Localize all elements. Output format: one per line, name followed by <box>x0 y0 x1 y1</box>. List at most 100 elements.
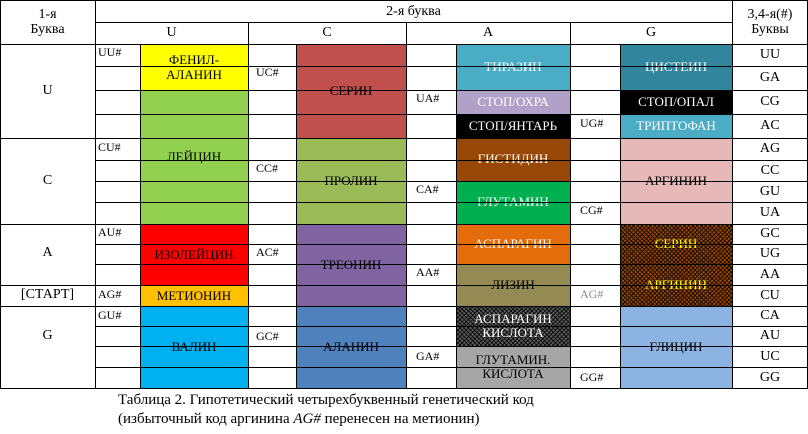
third-letter: UC <box>760 348 780 364</box>
amino-cell-threonine: ТРЕОНИН <box>296 224 406 306</box>
grid-line <box>95 202 808 203</box>
first-letter-header-top: 1-я <box>38 6 57 22</box>
grid-line <box>620 44 621 389</box>
third-letter: CC <box>760 162 780 178</box>
grid-line <box>95 114 808 115</box>
amino-cell-tyrosine: ТИРАЗИН <box>456 44 570 90</box>
grid-line <box>0 224 808 225</box>
caption-line-1: Таблица 2. Гипотетический четырехбуквенн… <box>118 392 534 408</box>
third-letter: GU <box>759 183 781 199</box>
first-letter-g: G <box>42 328 53 344</box>
caption-emphasis: AG# <box>293 411 321 427</box>
grid-line <box>570 22 571 389</box>
amino-cell-methionine: МЕТИОНИН <box>140 286 248 306</box>
caption-line-2: (избыточный код аргинина AG# перенесен н… <box>118 410 778 429</box>
amino-cell-alanine: АЛАНИН <box>296 306 406 388</box>
grid-line <box>0 388 808 389</box>
first-letter-c: C <box>42 173 53 189</box>
codon-label: AC# <box>256 244 279 259</box>
grid-line <box>732 0 733 389</box>
third-letter: AU <box>759 328 781 344</box>
first-letter-header: 1-я Буква <box>0 0 95 44</box>
first-letter-a: A <box>42 245 53 261</box>
grid-line <box>95 90 808 91</box>
grid-line <box>95 160 808 161</box>
second-letter-col-u: U <box>166 25 177 41</box>
grid-line <box>95 346 808 347</box>
codon-label: AA# <box>416 264 440 279</box>
codon-label: GU# <box>98 307 122 322</box>
caption-line-2-start: (избыточный код аргинина <box>118 411 294 427</box>
grid-line <box>0 0 808 1</box>
codon-label: AG# <box>580 286 604 301</box>
third-letter: AG <box>759 141 781 157</box>
codon-label: GA# <box>416 348 440 363</box>
start-label: [СТАРТ] <box>20 287 75 303</box>
amino-cell-stop-amber: СТОП/ЯНТАРЬ <box>456 114 570 138</box>
amino-cell-valine: ВАЛИН <box>140 306 248 388</box>
amino-cell-stop-ochre: СТОП/ОХРА <box>456 90 570 114</box>
grid-line <box>296 44 297 389</box>
amino-cell-serine: СЕРИН <box>296 44 406 138</box>
third-letter: AC <box>760 118 780 134</box>
third-letter: UU <box>759 47 781 63</box>
codon-label: AU# <box>98 224 122 239</box>
grid-line <box>95 181 808 182</box>
caption-line-2-end: перенесен на метионин) <box>320 411 480 427</box>
codon-label: CC# <box>256 160 279 175</box>
codon-label: UA# <box>416 90 440 105</box>
second-letter-header: 2-я буква <box>386 4 441 20</box>
third-letter: GA <box>759 70 781 86</box>
amino-cell-cysteine: ЦИСТЕИН <box>620 44 732 90</box>
codon-label: GC# <box>256 328 279 343</box>
third-letter: UA <box>759 205 781 221</box>
codon-label: GG# <box>580 369 604 384</box>
grid-line <box>0 285 808 286</box>
amino-cell-tryptophan: ТРИПТОФАН <box>620 114 732 138</box>
grid-line <box>140 44 141 389</box>
grid-line <box>95 367 808 368</box>
first-letter-header-bottom: Буква <box>30 22 65 37</box>
codon-label: CU# <box>98 139 121 154</box>
amino-cell-stop-opal: СТОП/ОПАЛ <box>620 90 732 114</box>
third-letter: CG <box>760 94 780 110</box>
third-letter-header: 3,4-я(#) Буквы <box>732 0 808 44</box>
grid-line <box>0 44 808 45</box>
grid-line <box>95 326 808 327</box>
grid-line <box>95 66 808 67</box>
codon-label: UC# <box>256 64 279 79</box>
grid-line <box>0 0 1 389</box>
grid-line <box>95 244 808 245</box>
amino-cell-glycine: ГЛИЦИН <box>620 306 732 388</box>
amino-cell-phenylalanine: ФЕНИЛ- АЛАНИН <box>140 44 248 91</box>
codon-label: UG# <box>580 115 604 130</box>
codon-label: CG# <box>580 202 603 217</box>
second-letter-col-a: A <box>482 25 494 41</box>
amino-cell-leucine: ЛЕЙЦИН <box>140 91 248 224</box>
grid-line <box>95 264 808 265</box>
codon-label: UU# <box>98 44 122 59</box>
third-letter: AA <box>759 266 781 282</box>
first-letter-u: U <box>42 83 53 99</box>
third-letter: GC <box>760 226 780 242</box>
grid-line <box>95 22 732 23</box>
codon-label: CA# <box>416 181 439 196</box>
grid-line <box>406 22 407 389</box>
amino-cell-isoleucine: ИЗОЛЕЙЦИН <box>140 224 248 286</box>
codon-label: AG# <box>98 286 122 301</box>
table-caption: Таблица 2. Гипотетический четырехбуквенн… <box>118 391 778 429</box>
amino-cell-histidine: ГИСТИДИН <box>456 138 570 181</box>
third-letter-header-bottom: Буквы <box>751 22 789 37</box>
third-letter: CA <box>760 308 780 324</box>
grid-line <box>0 138 808 139</box>
third-letter-header-top: 3,4-я(#) <box>747 6 793 22</box>
third-letter: UG <box>759 246 781 262</box>
second-letter-col-c: C <box>322 25 332 41</box>
grid-line <box>0 306 808 307</box>
third-letter: GG <box>759 369 781 385</box>
second-letter-col-g: G <box>645 25 657 41</box>
grid-line <box>248 22 249 389</box>
grid-line <box>456 44 457 389</box>
grid-line <box>95 0 96 389</box>
